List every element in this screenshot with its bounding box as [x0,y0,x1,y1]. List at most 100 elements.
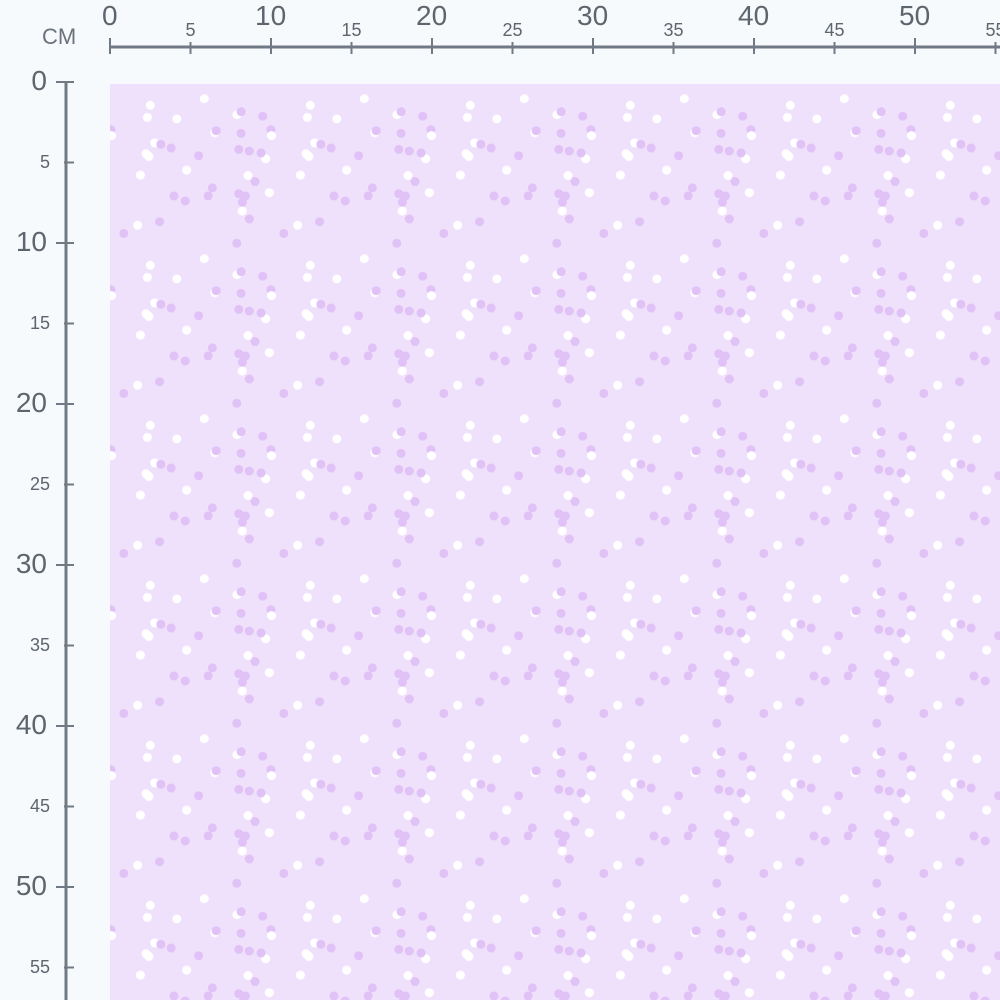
polka-dot [145,900,155,910]
polka-dot [304,632,314,642]
polka-dot [809,351,819,361]
unit-label: CM [42,24,77,49]
polka-dot [236,587,246,597]
polka-dot [455,970,465,980]
polka-dot [570,337,580,347]
polka-dot [944,952,954,962]
polka-dot [392,398,402,408]
polka-dot [944,152,954,162]
polka-dot [687,823,697,833]
polka-dot [236,128,246,138]
polka-dot [207,983,217,993]
polka-dot [234,944,244,954]
polka-dot [919,228,929,238]
polka-dot [424,988,434,998]
polka-dot [556,427,566,437]
polka-dot [847,183,857,193]
polka-dot [738,751,748,761]
polka-dot [636,939,646,949]
polka-dot [244,694,254,704]
polka-dot [340,676,350,686]
polka-dot [439,868,449,878]
polka-dot [578,751,588,761]
polka-dot [556,928,566,938]
polka-dot [714,464,724,474]
polka-dot [396,128,406,138]
polka-dot [155,377,165,387]
polka-dot [234,784,244,794]
polka-dot [500,996,510,1000]
polka-dot [424,668,434,678]
polka-dot [523,351,533,361]
polka-dot [714,989,724,999]
polka-dot [904,188,914,198]
polka-dot [332,114,342,124]
polka-dot [773,540,783,550]
polka-dot [955,377,965,387]
top-ruler-label: 55 [985,20,1000,40]
polka-dot [556,768,566,778]
polka-dot [455,170,465,180]
left-ruler-label: 20 [15,387,47,418]
polka-dot [904,668,914,678]
polka-dot [556,907,566,917]
polka-dot [367,183,377,193]
polka-dot [890,497,900,507]
polka-dot [966,943,976,953]
polka-dot [847,503,857,513]
polka-dot [570,977,580,987]
polka-dot [782,912,792,922]
polka-dot [890,657,900,667]
polka-dot [994,791,1000,801]
polka-dot [662,485,672,495]
polka-dot [724,534,734,544]
polka-dot [256,628,266,638]
polka-dot [502,645,512,655]
polka-dot [662,645,672,655]
polka-dot [166,303,176,313]
polka-dot [396,747,406,757]
polka-dot [874,784,884,794]
polka-dot [410,177,420,187]
polka-dot [527,983,537,993]
polka-dot [898,751,908,761]
polka-dot [244,534,254,544]
polka-dot [785,100,795,110]
polka-dot [266,291,276,301]
left-ruler-label: 35 [29,634,50,655]
polka-dot [514,791,524,801]
polka-dot [782,432,792,442]
polka-dot [906,291,916,301]
polka-dot [584,828,594,838]
polka-dot [552,398,562,408]
polka-dot [980,356,990,366]
polka-dot [691,766,701,776]
polka-dot [256,948,266,958]
polka-dot [883,811,893,821]
polka-dot [556,267,566,277]
polka-dot [304,152,314,162]
polka-dot [679,574,689,584]
polka-dot [796,459,806,469]
polka-dot [135,170,145,180]
polka-dot [570,817,580,827]
polka-dot [279,708,289,718]
polka-dot [302,752,312,762]
polka-dot [843,191,853,201]
polka-dot [972,434,982,444]
polka-dot [564,214,574,224]
polka-dot [169,991,179,1000]
polka-dot [464,632,474,642]
polka-dot [622,912,632,922]
polka-dot [354,151,364,161]
polka-dot [453,860,463,870]
polka-dot [683,671,693,681]
polka-dot [613,860,623,870]
polka-dot [724,214,734,224]
polka-dot [982,645,992,655]
polka-dot [683,511,693,521]
polka-dot [394,624,404,634]
polka-dot [266,931,276,941]
polka-dot [424,508,434,518]
polka-dot [404,626,414,636]
